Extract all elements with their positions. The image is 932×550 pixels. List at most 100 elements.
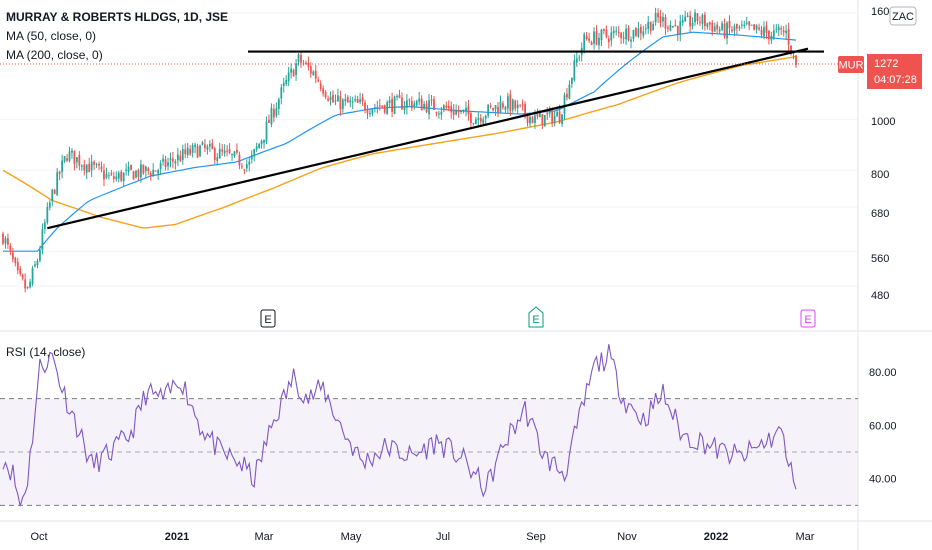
candle-body bbox=[573, 60, 576, 81]
candle-body bbox=[511, 99, 514, 111]
candle-body bbox=[110, 173, 113, 175]
earnings-marker-label: E bbox=[532, 314, 539, 326]
ma50-legend[interactable]: MA (50, close, 0) bbox=[6, 29, 96, 43]
candle-body bbox=[95, 164, 98, 166]
candle-body bbox=[706, 23, 709, 27]
candle-body bbox=[474, 119, 477, 125]
earnings-marker[interactable]: E bbox=[800, 309, 816, 328]
currency-badge[interactable]: ZAC bbox=[889, 6, 917, 26]
candle-body bbox=[750, 24, 753, 26]
candle-body bbox=[317, 79, 320, 82]
candle-body bbox=[349, 100, 352, 103]
ma50-series bbox=[3, 31, 797, 252]
trendline[interactable] bbox=[47, 47, 809, 230]
candle-body bbox=[620, 32, 623, 39]
candle-body bbox=[548, 109, 551, 114]
candle-body bbox=[760, 29, 763, 35]
candle-body bbox=[770, 35, 773, 41]
candle-body bbox=[226, 150, 229, 152]
time-axis-tick: Nov bbox=[617, 531, 637, 543]
candle-body bbox=[630, 39, 632, 42]
candle-body bbox=[184, 149, 187, 154]
candle-body bbox=[563, 95, 566, 114]
candle-body bbox=[558, 111, 561, 123]
price-axis[interactable]: 1600 1000 800 680 560 480 bbox=[871, 6, 895, 302]
earnings-marker[interactable]: E bbox=[260, 309, 276, 328]
time-axis-tick: Oct bbox=[30, 531, 47, 543]
ma200-legend[interactable]: MA (200, close, 0) bbox=[6, 48, 103, 62]
candle-body bbox=[218, 148, 221, 159]
candle-body bbox=[457, 110, 460, 113]
candle-body bbox=[73, 150, 76, 165]
rsi-axis-tick: 80.00 bbox=[869, 367, 897, 379]
candle-body bbox=[396, 96, 398, 98]
time-axis[interactable]: Oct 2021 Mar May Jul Sep Nov 2022 Mar bbox=[30, 531, 814, 543]
candle-body bbox=[538, 112, 541, 118]
candle-body bbox=[553, 115, 556, 124]
candle-body bbox=[280, 87, 283, 99]
candle-body bbox=[31, 268, 34, 284]
candle-body bbox=[120, 171, 123, 181]
ma50-line bbox=[3, 31, 797, 252]
candle-body bbox=[75, 157, 78, 163]
candle-body bbox=[703, 14, 706, 27]
price-gridlines bbox=[0, 12, 858, 287]
rsi-axis-tick: 60.00 bbox=[869, 420, 897, 432]
candle-body bbox=[285, 80, 288, 84]
candle-body bbox=[635, 27, 637, 36]
time-axis-tick: Mar bbox=[255, 531, 274, 543]
candle-body bbox=[327, 98, 329, 101]
rsi-legend[interactable]: RSI (14, close) bbox=[6, 345, 85, 359]
candle-body bbox=[489, 105, 492, 107]
candle-body bbox=[777, 27, 780, 31]
candle-body bbox=[639, 26, 642, 34]
candle-body bbox=[506, 96, 509, 109]
candle-body bbox=[300, 54, 302, 63]
candle-body bbox=[329, 96, 332, 101]
candle-body bbox=[408, 99, 411, 101]
candle-body bbox=[765, 25, 768, 33]
candle-body bbox=[696, 13, 699, 22]
candle-body bbox=[674, 25, 677, 27]
symbol-tag[interactable]: MUR bbox=[838, 56, 864, 73]
candle-body bbox=[711, 22, 714, 32]
time-axis-tick: Mar bbox=[796, 531, 815, 543]
candle-body bbox=[733, 26, 736, 31]
candle-body bbox=[179, 155, 182, 162]
candle-body bbox=[388, 100, 391, 103]
candle-body bbox=[785, 30, 788, 34]
candle-body bbox=[346, 97, 349, 103]
candle-body bbox=[354, 99, 357, 101]
candle-body bbox=[312, 71, 315, 76]
candle-body bbox=[213, 148, 216, 160]
candle-body bbox=[287, 72, 290, 82]
candle-body bbox=[679, 21, 682, 35]
candle-body bbox=[125, 169, 128, 171]
candle-body bbox=[277, 99, 280, 109]
candle-body bbox=[273, 109, 275, 118]
candlestick-series bbox=[2, 7, 797, 293]
candle-body bbox=[726, 22, 728, 39]
price-pane[interactable] bbox=[0, 7, 858, 293]
candle-body bbox=[578, 57, 581, 59]
candle-body bbox=[768, 30, 770, 40]
earnings-marker[interactable]: E bbox=[528, 306, 544, 328]
candle-body bbox=[723, 23, 726, 37]
candle-body bbox=[268, 119, 270, 123]
time-axis-tick: Jul bbox=[436, 531, 450, 543]
candle-body bbox=[600, 29, 603, 41]
price-axis-tick: 680 bbox=[871, 208, 889, 220]
candle-body bbox=[194, 144, 196, 148]
candle-body bbox=[740, 24, 743, 26]
candle-body bbox=[137, 170, 140, 178]
candle-body bbox=[223, 150, 226, 154]
candle-body bbox=[176, 154, 179, 161]
candle-body bbox=[174, 161, 177, 164]
candle-body bbox=[41, 229, 44, 251]
candle-body bbox=[135, 170, 137, 178]
candle-body bbox=[189, 149, 192, 155]
rsi-pane[interactable]: RSI (14, close) bbox=[0, 344, 858, 507]
rsi-axis[interactable]: 80.00 60.00 40.00 bbox=[869, 367, 897, 486]
trendlines[interactable] bbox=[47, 47, 824, 230]
